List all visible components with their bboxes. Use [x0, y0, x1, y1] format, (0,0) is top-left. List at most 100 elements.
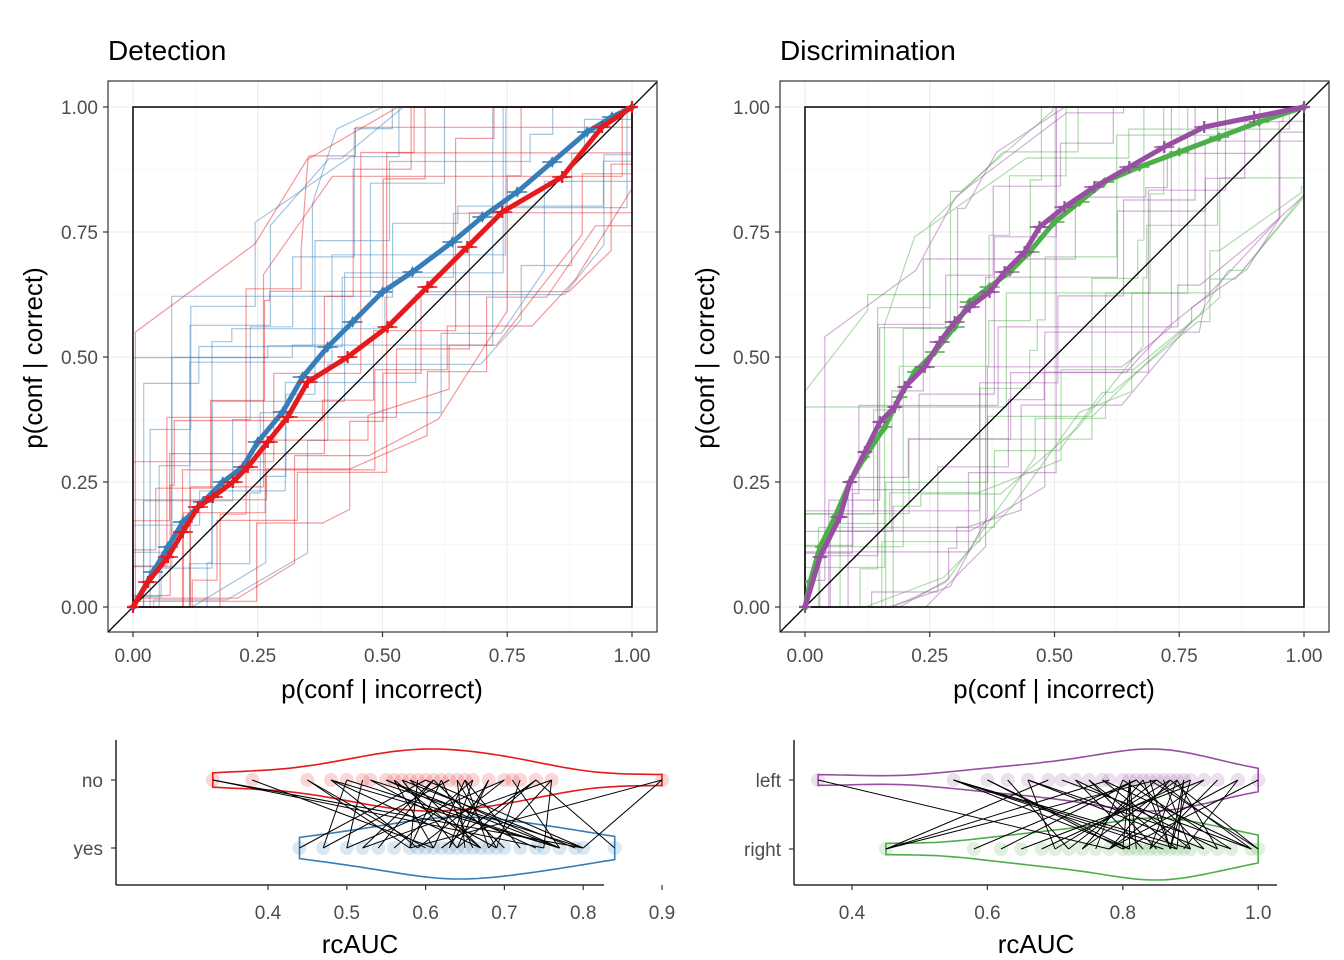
subject-curve-no — [133, 107, 633, 608]
x-tick-label: 1.0 — [1245, 903, 1271, 924]
y-tick-label: 0.00 — [61, 598, 98, 619]
tick-labels: 0.4 0.6 0.8 1.0 left right — [744, 771, 1271, 924]
paired-line — [1027, 779, 1056, 850]
data-point-yes — [581, 126, 594, 138]
series-group — [799, 101, 1310, 613]
data-point-left — [1158, 141, 1171, 153]
data-point-yes — [446, 236, 459, 248]
data-point-yes — [406, 266, 419, 278]
paired-line — [370, 779, 497, 849]
subject-curve-right — [804, 106, 1304, 607]
x-tick-label: 0.75 — [1161, 646, 1198, 667]
x-axis-title: p(conf | incorrect) — [281, 674, 483, 704]
violin-point-no — [245, 773, 260, 787]
data-point-no — [191, 501, 204, 513]
subject-curve-no — [133, 107, 633, 608]
paired-line — [582, 779, 663, 849]
data-point-no — [261, 436, 274, 448]
data-point-no — [341, 351, 354, 363]
x-tick-label: 0.4 — [255, 903, 282, 924]
paired-line — [409, 779, 442, 849]
paired-line — [1108, 779, 1205, 850]
y-tick-label: 0.75 — [61, 223, 98, 244]
paired-line — [488, 779, 553, 849]
y-tick-label: 0.50 — [733, 348, 770, 369]
y-axis-title: p(conf | correct) — [690, 267, 720, 449]
data-point-left — [1123, 161, 1136, 173]
series-left — [799, 101, 1310, 613]
paired-line — [440, 779, 474, 849]
x-axis-title: p(conf | incorrect) — [953, 674, 1155, 704]
roc-panel-detection: Detection 0.000.000.250.250.500.500.750.… — [18, 35, 658, 704]
paired-line — [818, 779, 1110, 850]
x-tick-label: 0.8 — [1110, 903, 1136, 924]
data-point-left — [918, 361, 931, 373]
data-point-yes — [276, 406, 289, 418]
paired-line — [1149, 779, 1259, 850]
subject-curve-yes — [133, 106, 632, 608]
tick-labels: 0.4 0.5 0.6 0.7 0.8 0.9 no yes — [73, 771, 675, 924]
tick-labels: 0.00 0.00 0.25 0.25 0.50 0.50 0.75 0.75 1.00 1.00 — [61, 98, 650, 667]
paired-line — [885, 779, 1110, 850]
subject-curve-yes — [133, 107, 633, 608]
paired-line — [1102, 779, 1252, 850]
paired-line — [953, 779, 1191, 850]
violin-right — [885, 817, 1259, 881]
subject-curve-left — [804, 107, 1305, 607]
paired-line — [885, 779, 1157, 850]
data-point-left — [948, 316, 961, 328]
subject-curve-right — [805, 106, 1304, 608]
x-tick-label: 0.50 — [1036, 646, 1073, 667]
data-point-right — [880, 422, 889, 432]
paired-line — [1027, 779, 1232, 850]
x-tick-label: 0.25 — [911, 646, 948, 667]
chart-title: Detection — [108, 35, 226, 66]
data-point-yes — [161, 541, 174, 553]
data-point-left — [933, 336, 946, 348]
data-point-left — [843, 476, 856, 488]
data-point-no — [556, 171, 569, 183]
subject-curve-right — [805, 106, 1304, 608]
paired-line — [1007, 779, 1070, 850]
paired-line — [1183, 779, 1239, 850]
data-point-no — [281, 411, 294, 423]
paired-line — [535, 779, 616, 849]
axes — [115, 740, 604, 886]
paired-line — [307, 779, 411, 849]
paired-line — [425, 779, 584, 849]
paired-line — [1109, 779, 1239, 850]
subject-curves — [804, 106, 1305, 608]
data-point-no — [206, 491, 219, 503]
paired-line — [409, 779, 482, 849]
data-point-left — [873, 416, 886, 428]
data-point-no — [226, 476, 239, 488]
x-tick-label: 0.6 — [974, 903, 1000, 924]
paired-line — [1129, 779, 1137, 850]
paired-line — [1149, 779, 1171, 850]
y-tick-label: no — [82, 771, 103, 792]
paired-line — [1027, 779, 1205, 850]
paired-line — [330, 779, 481, 849]
paired-lines — [818, 779, 1259, 850]
chart-title: Discrimination — [780, 35, 956, 66]
x-axis-title: rcAUC — [322, 929, 399, 959]
data-point-left — [898, 381, 911, 393]
data-point-left — [1198, 121, 1211, 133]
paired-line — [456, 779, 490, 849]
paired-line — [393, 779, 482, 849]
paired-line — [1176, 779, 1219, 850]
paired-line — [885, 779, 1049, 850]
subject-curve-left — [804, 107, 1305, 607]
subject-curve-left — [805, 107, 1305, 608]
paired-line — [1075, 779, 1144, 850]
y-tick-label: 0.25 — [733, 473, 770, 494]
paired-line — [346, 779, 364, 849]
x-tick-label: 0.00 — [115, 646, 152, 667]
data-point-no — [461, 241, 474, 253]
subject-curve-left — [805, 106, 1304, 608]
paired-line — [1149, 779, 1218, 850]
data-point-no — [141, 576, 154, 588]
data-point-left — [858, 446, 871, 458]
subject-curve-no — [133, 107, 633, 608]
paired-line — [307, 779, 426, 849]
